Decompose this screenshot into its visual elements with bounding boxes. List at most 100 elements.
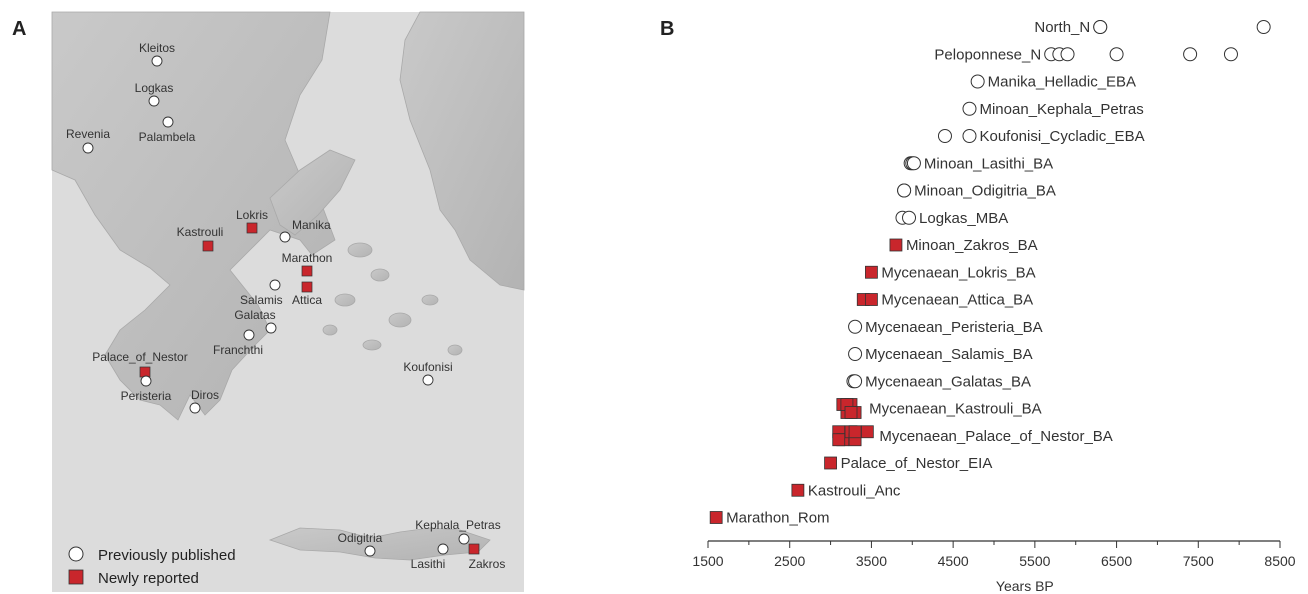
point-mycenaean-lokris-ba-0 — [865, 265, 878, 279]
point-mycenaean-galatas-ba-1 — [848, 374, 863, 389]
point-peloponnese-n-4 — [1183, 47, 1198, 62]
map-land — [51, 11, 525, 561]
site-label-kephala-petras: Kephala_Petras — [415, 518, 500, 532]
site-label-marathon: Marathon — [282, 251, 333, 265]
point-palace-of-nestor-eia-0 — [824, 456, 837, 470]
x-axis: 1500 2500 3500 4500 5500 6500 7500 8500 — [692, 540, 1296, 569]
row-label-marathon-rom: Marathon_Rom — [726, 510, 829, 527]
point-north-n-2 — [1256, 20, 1271, 34]
site-marker-peristeria — [140, 375, 152, 387]
row-label-mycenaean-salamis-ba: Mycenaean_Salamis_BA — [865, 346, 1033, 363]
row-label-peloponnese-n: Peloponnese_N — [934, 46, 1041, 63]
point-marathon-rom-0 — [709, 511, 723, 524]
point-manika-helladic-eba-0 — [970, 74, 985, 89]
x-tick-label-2500: 2500 — [774, 553, 805, 569]
row-mycenaean-peristeria-ba: Mycenaean_Peristeria_BA — [848, 319, 1043, 336]
site-label-attica: Attica — [292, 293, 322, 307]
site-label-revenia: Revenia — [66, 127, 110, 141]
site-label-lasithi: Lasithi — [411, 557, 446, 571]
row-label-palace-of-nestor-eia: Palace_of_Nestor_EIA — [841, 455, 993, 472]
row-label-mycenaean-kastrouli-ba: Mycenaean_Kastrouli_BA — [869, 401, 1042, 418]
point-minoan-odigitria-ba-1 — [897, 183, 912, 198]
site-label-salamis: Salamis — [240, 293, 283, 307]
site-marker-franchthi — [243, 329, 255, 341]
site-marker-palambela — [162, 116, 174, 128]
row-palace-of-nestor-eia: Palace_of_Nestor_EIA — [824, 455, 993, 472]
point-mycenaean-attica-ba-1 — [865, 293, 878, 306]
point-peloponnese-n-5 — [1223, 47, 1238, 62]
row-label-koufonisi-cycladic-eba: Koufonisi_Cycladic_EBA — [979, 128, 1144, 145]
row-label-mycenaean-palace-of-nestor-ba: Mycenaean_Palace_of_Nestor_BA — [879, 428, 1112, 445]
map-sites: Kleitos Logkas Palambela Revenia Lokris Kastr… — [66, 41, 505, 571]
legend-previous-label: Previously published — [98, 547, 236, 564]
site-label-palace-of-nestor: Palace_of_Nestor — [92, 350, 187, 364]
row-mycenaean-attica-ba: Mycenaean_Attica_BA — [856, 292, 1033, 309]
map-panel: Kleitos Logkas Palambela Revenia Lokris Kastr… — [51, 11, 525, 592]
site-label-franchthi: Franchthi — [213, 343, 263, 357]
chart-groups: North_N Peloponnese_N Manika_Helladic_EBA M… — [709, 19, 1271, 527]
site-marker-revenia — [82, 142, 94, 154]
site-marker-attica — [301, 281, 313, 293]
row-peloponnese-n: Peloponnese_N — [934, 46, 1238, 63]
x-tick-label-6500: 6500 — [1101, 553, 1132, 569]
point-peloponnese-n-3 — [1109, 47, 1124, 62]
site-marker-kephala-petras — [458, 533, 470, 545]
point-mycenaean-palace-of-nestor-ba-5 — [832, 433, 846, 447]
panel-b-letter: B — [660, 18, 675, 40]
row-label-minoan-odigitria-ba: Minoan_Odigitria_BA — [914, 183, 1056, 200]
site-marker-lasithi — [437, 543, 449, 555]
point-minoan-kephala-petras-0 — [962, 101, 977, 116]
legend-new-label: Newly reported — [98, 570, 199, 587]
point-mycenaean-kastrouli-ba-5 — [844, 406, 858, 419]
site-marker-lokris — [246, 222, 258, 234]
point-koufonisi-cycladic-eba-0 — [937, 129, 952, 143]
site-marker-marathon — [301, 265, 313, 277]
row-label-mycenaean-galatas-ba: Mycenaean_Galatas_BA — [865, 373, 1031, 390]
row-label-north-n: North_N — [1034, 19, 1090, 36]
row-minoan-kephala-petras: Minoan_Kephala_Petras — [962, 101, 1144, 118]
row-mycenaean-kastrouli-ba: Mycenaean_Kastrouli_BA — [836, 398, 1042, 419]
map-legend: Previously published Newly reported — [68, 546, 236, 587]
point-logkas-mba-1 — [902, 210, 917, 225]
row-label-minoan-kephala-petras: Minoan_Kephala_Petras — [979, 101, 1143, 118]
site-label-koufonisi: Koufonisi — [403, 360, 452, 374]
row-manika-helladic-eba: Manika_Helladic_EBA — [970, 74, 1136, 91]
row-mycenaean-salamis-ba: Mycenaean_Salamis_BA — [848, 346, 1033, 363]
site-label-manika: Manika — [292, 218, 331, 232]
site-marker-galatas — [265, 322, 277, 334]
row-mycenaean-galatas-ba: Mycenaean_Galatas_BA — [846, 373, 1031, 390]
point-mycenaean-salamis-ba-0 — [848, 347, 863, 361]
point-kastrouli-anc-0 — [791, 483, 805, 497]
x-tick-label-5500: 5500 — [1019, 553, 1050, 569]
site-marker-zakros — [468, 543, 480, 555]
site-label-diros: Diros — [191, 388, 219, 402]
site-label-peristeria: Peristeria — [121, 389, 172, 403]
point-peloponnese-n-2 — [1060, 47, 1075, 62]
row-minoan-odigitria-ba: Minoan_Odigitria_BA — [897, 183, 1056, 200]
row-north-n: North_N — [1034, 19, 1271, 36]
site-label-palambela: Palambela — [139, 130, 196, 144]
point-minoan-zakros-ba-0 — [889, 238, 903, 252]
point-north-n-1 — [1093, 20, 1108, 34]
site-marker-logkas — [148, 95, 160, 107]
site-label-lokris: Lokris — [236, 208, 268, 222]
site-marker-koufonisi — [422, 374, 434, 386]
site-label-kastrouli: Kastrouli — [177, 225, 224, 239]
point-koufonisi-cycladic-eba-1 — [962, 129, 977, 143]
panel-a-letter: A — [12, 18, 27, 40]
x-tick-label-8500: 8500 — [1264, 553, 1295, 569]
site-label-galatas: Galatas — [234, 308, 275, 322]
row-marathon-rom: Marathon_Rom — [709, 510, 830, 527]
site-marker-diros — [189, 402, 201, 414]
row-label-minoan-zakros-ba: Minoan_Zakros_BA — [906, 237, 1038, 254]
legend-new-marker — [68, 569, 84, 585]
legend-previous-marker — [68, 546, 84, 562]
site-label-odigitria: Odigitria — [338, 531, 383, 545]
row-minoan-zakros-ba: Minoan_Zakros_BA — [889, 237, 1038, 254]
x-tick-label-1500: 1500 — [692, 553, 723, 569]
point-mycenaean-palace-of-nestor-ba-4 — [860, 425, 874, 439]
row-kastrouli-anc: Kastrouli_Anc — [791, 482, 901, 499]
site-label-zakros: Zakros — [469, 557, 506, 571]
row-label-logkas-mba: Logkas_MBA — [919, 210, 1008, 227]
site-label-kleitos: Kleitos — [139, 41, 175, 55]
